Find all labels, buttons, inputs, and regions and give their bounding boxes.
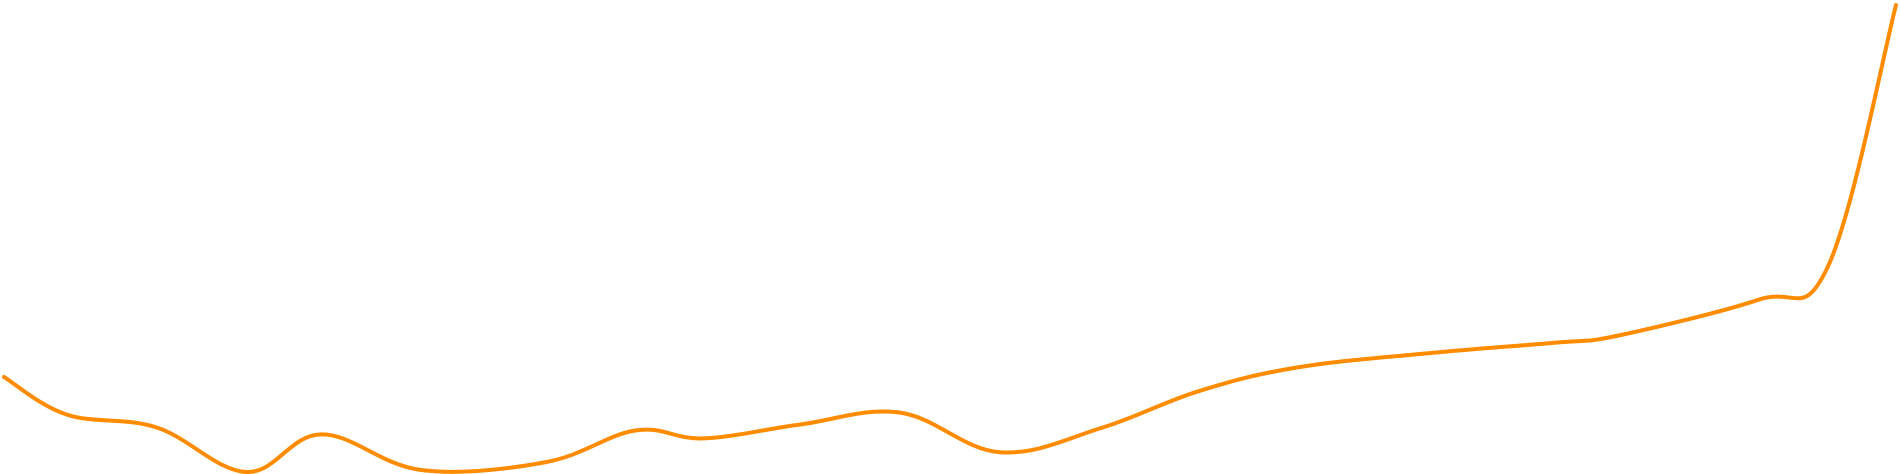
series-line (2, 3, 1898, 474)
series-layer (2, 3, 1898, 474)
